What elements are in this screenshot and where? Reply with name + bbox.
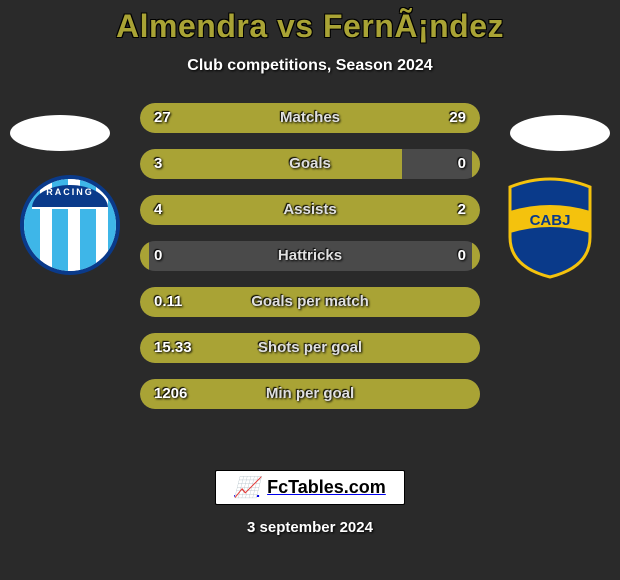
stat-row: 3Goals0 — [140, 149, 480, 179]
stat-value-right: 29 — [449, 103, 466, 133]
boca-crest-icon: CABJ — [504, 175, 596, 279]
stat-row: 1206Min per goal — [140, 379, 480, 409]
club-crest-right: CABJ — [500, 175, 600, 275]
stat-row: 4Assists2 — [140, 195, 480, 225]
header: Almendra vs FernÃ¡ndez Club competitions… — [0, 0, 620, 75]
stat-label: Min per goal — [140, 379, 480, 409]
stat-row: 27Matches29 — [140, 103, 480, 133]
player-photo-right — [510, 115, 610, 151]
player-photo-left — [10, 115, 110, 151]
stat-row: 0Hattricks0 — [140, 241, 480, 271]
stat-row: 0.11Goals per match — [140, 287, 480, 317]
stat-label: Goals — [140, 149, 480, 179]
page-subtitle: Club competitions, Season 2024 — [0, 57, 620, 75]
chart-icon: 📈 — [234, 478, 259, 498]
stat-row: 15.33Shots per goal — [140, 333, 480, 363]
club-crest-left: RACING — [20, 175, 120, 275]
stat-label: Hattricks — [140, 241, 480, 271]
stat-value-right: 0 — [458, 241, 466, 271]
source-name: FcTables.com — [267, 477, 386, 498]
date-label: 3 september 2024 — [0, 519, 620, 536]
page-title: Almendra vs FernÃ¡ndez — [0, 8, 620, 45]
footer: 📈 FcTables.com 3 september 2024 — [0, 470, 620, 536]
stat-label: Goals per match — [140, 287, 480, 317]
stat-label: Shots per goal — [140, 333, 480, 363]
stat-value-right: 2 — [458, 195, 466, 225]
crest-left-text: RACING — [24, 187, 116, 197]
racing-crest-icon: RACING — [20, 175, 120, 275]
source-link[interactable]: 📈 FcTables.com — [215, 470, 405, 505]
stat-value-right: 0 — [458, 149, 466, 179]
stat-rows: 27Matches293Goals04Assists20Hattricks00.… — [140, 103, 480, 409]
comparison-area: RACING CABJ 27Matches29 3Goals0 4Assists2 0… — [0, 103, 620, 409]
stat-label: Assists — [140, 195, 480, 225]
crest-right-text: CABJ — [530, 212, 571, 229]
stat-label: Matches — [140, 103, 480, 133]
